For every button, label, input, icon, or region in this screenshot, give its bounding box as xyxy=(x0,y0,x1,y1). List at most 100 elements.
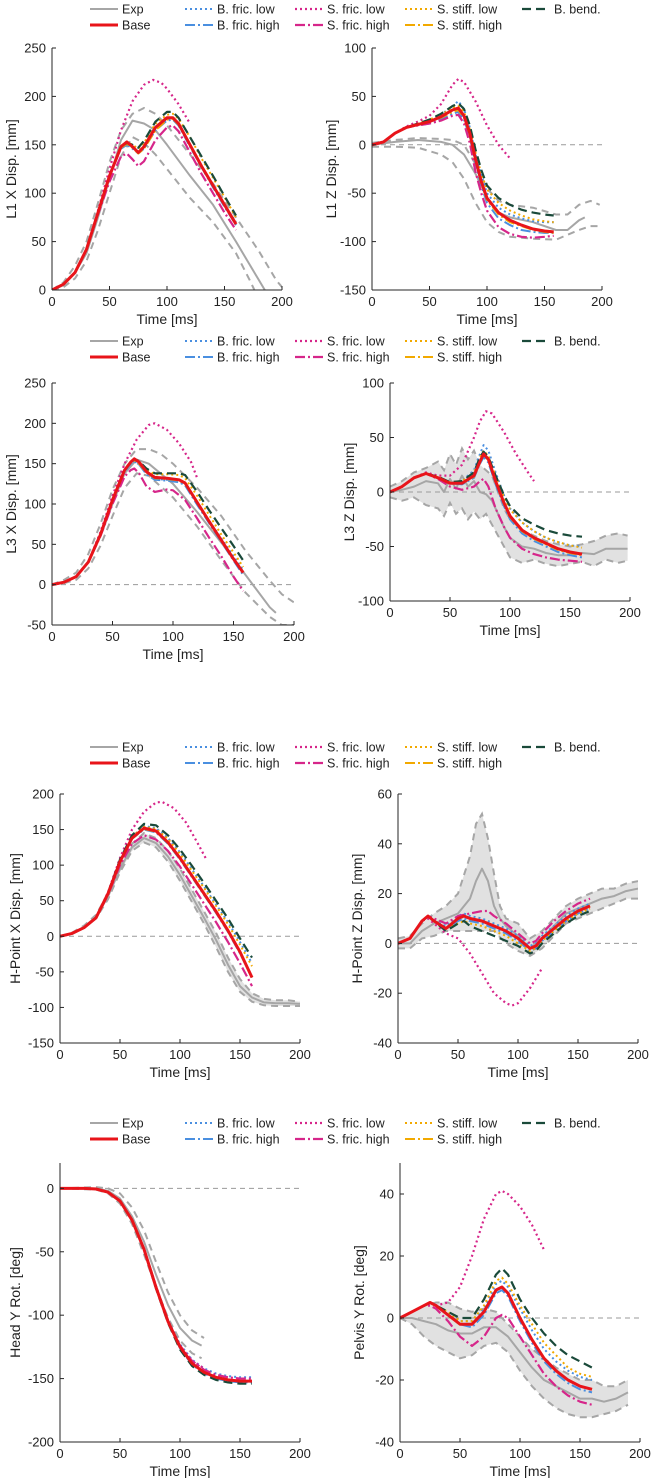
legend-label-ssl: S. stiff. low xyxy=(437,335,498,349)
x-tick-label: 100 xyxy=(162,629,184,644)
series-bb xyxy=(372,102,554,217)
legend-label-ssh: S. stiff. high xyxy=(437,757,502,771)
legend-label-bfl: B. fric. low xyxy=(217,741,276,755)
legend-entry-base: Base xyxy=(90,19,151,33)
series-exp xyxy=(52,458,277,614)
x-tick-label: 50 xyxy=(453,1446,467,1461)
x-tick-label: 100 xyxy=(156,294,178,309)
panel-l1x: 0 50 100 150 200 0 50 100 150 200 250 Time [ms] L1 X… xyxy=(3,41,293,328)
y-tick-label: 40 xyxy=(380,1187,394,1202)
y-tick-label: 0 xyxy=(359,137,366,152)
y-axis-label: H-Point Z Disp. [mm] xyxy=(349,854,365,984)
legend-entry-sfh: S. fric. high xyxy=(295,1133,390,1147)
legend-label-base: Base xyxy=(122,1133,151,1147)
legend-label-bb: B. bend. xyxy=(554,1117,601,1131)
x-tick-label: 150 xyxy=(567,1047,589,1062)
y-tick-label: 20 xyxy=(380,1249,394,1264)
x-tick-label: 200 xyxy=(289,1047,311,1062)
panel-l3z: 0 50 100 150 200 -100 -50 0 50 100 Time [ms] L3 Z D… xyxy=(341,376,641,639)
legend-label-ssh: S. stiff. high xyxy=(437,351,502,365)
series-bfl xyxy=(52,460,245,586)
legend-entry-exp: Exp xyxy=(90,335,144,349)
panel-hz: 0 50 100 150 200 -40 -20 0 20 40 60 Time [ms] H-Poin… xyxy=(349,787,649,1081)
legend-entry-base: Base xyxy=(90,351,151,365)
legend-entry-exp: Exp xyxy=(90,741,144,755)
series-base xyxy=(400,1285,593,1391)
legend-entry-sfl: S. fric. low xyxy=(295,741,386,755)
panel-hx: 0 50 100 150 200 -150 -100 -50 0 50 100 150 200 Time … xyxy=(7,787,311,1081)
x-tick-label: 200 xyxy=(283,629,305,644)
legend-label-bfh: B. fric. high xyxy=(217,1133,280,1147)
exp-bound-upper xyxy=(400,1301,629,1388)
x-tick-label: 0 xyxy=(386,605,393,620)
x-tick-label: 0 xyxy=(368,294,375,309)
x-tick-label: 150 xyxy=(569,1446,591,1461)
plot-area xyxy=(400,1189,640,1419)
series-sfl xyxy=(60,800,208,938)
legend-label-bfl: B. fric. low xyxy=(217,1117,276,1131)
legend-label-exp: Exp xyxy=(122,335,144,349)
legend-entry-bb: B. bend. xyxy=(522,3,601,17)
legend-entry-ssh: S. stiff. high xyxy=(405,757,502,771)
y-tick-label: -100 xyxy=(358,594,384,609)
x-tick-label: 50 xyxy=(451,1047,465,1062)
series-exp xyxy=(60,1187,203,1347)
legend-label-sfl: S. fric. low xyxy=(327,335,386,349)
legend-label-ssh: S. stiff. high xyxy=(437,19,502,33)
y-axis-label: Head Y Rot. [deg] xyxy=(7,1247,23,1358)
y-axis-label: H-Point X Disp. [mm] xyxy=(7,853,23,984)
plot-area xyxy=(52,422,294,625)
legend-entry-base: Base xyxy=(90,1133,151,1147)
y-tick-label: 0 xyxy=(377,485,384,500)
y-tick-label: 0 xyxy=(385,936,392,951)
legend-entry-ssh: S. stiff. high xyxy=(405,351,502,365)
legend-label-bfl: B. fric. low xyxy=(217,3,276,17)
y-tick-label: 100 xyxy=(24,186,46,201)
series-sfl xyxy=(390,410,535,494)
plot-area xyxy=(52,78,282,290)
legend-entry-bb: B. bend. xyxy=(522,741,601,755)
x-axis-label: Time [ms] xyxy=(150,1463,211,1478)
series-ssh xyxy=(372,109,554,234)
legend-label-ssl: S. stiff. low xyxy=(437,3,498,17)
y-tick-label: 0 xyxy=(47,929,54,944)
y-tick-label: 100 xyxy=(362,376,384,391)
y-tick-label: -40 xyxy=(375,1435,394,1450)
series-ssl xyxy=(52,458,245,586)
legend-entry-bfh: B. fric. high xyxy=(185,757,280,771)
x-tick-label: 50 xyxy=(443,605,457,620)
legend-entry-ssh: S. stiff. high xyxy=(405,1133,502,1147)
legend-entry-bfh: B. fric. high xyxy=(185,1133,280,1147)
y-tick-label: 150 xyxy=(32,822,54,837)
x-tick-label: 150 xyxy=(214,294,236,309)
y-tick-label: 0 xyxy=(387,1311,394,1326)
y-tick-label: -100 xyxy=(28,1000,54,1015)
y-tick-label: -200 xyxy=(28,1435,54,1450)
legend-entry-sfh: S. fric. high xyxy=(295,19,390,33)
legend-entry-sfh: S. fric. high xyxy=(295,757,390,771)
exp-bound-upper xyxy=(52,448,294,604)
y-tick-label: 50 xyxy=(40,893,54,908)
legend-label-sfh: S. fric. high xyxy=(327,757,390,771)
x-tick-label: 50 xyxy=(102,294,116,309)
exp-bound-lower xyxy=(52,472,294,625)
y-axis-label: L1 X Disp. [mm] xyxy=(3,119,19,219)
legend-entry-base: Base xyxy=(90,757,151,771)
legend-entry-ssl: S. stiff. low xyxy=(405,741,498,755)
y-tick-label: -40 xyxy=(373,1036,392,1051)
legend-label-bfh: B. fric. high xyxy=(217,351,280,365)
x-tick-label: 0 xyxy=(394,1047,401,1062)
y-tick-label: 200 xyxy=(24,89,46,104)
exp-bound-lower xyxy=(60,1187,203,1360)
y-tick-label: 0 xyxy=(47,1181,54,1196)
legend-entry-exp: Exp xyxy=(90,1117,144,1131)
x-tick-label: 150 xyxy=(229,1047,251,1062)
y-axis-label: L1 Z Disp. [mm] xyxy=(323,120,339,219)
x-tick-label: 100 xyxy=(509,1446,531,1461)
legend-entry-sfl: S. fric. low xyxy=(295,1117,386,1131)
x-tick-label: 200 xyxy=(289,1446,311,1461)
exp-bound-upper xyxy=(390,445,628,548)
series-base xyxy=(52,116,238,290)
series-sfh xyxy=(400,1304,593,1406)
